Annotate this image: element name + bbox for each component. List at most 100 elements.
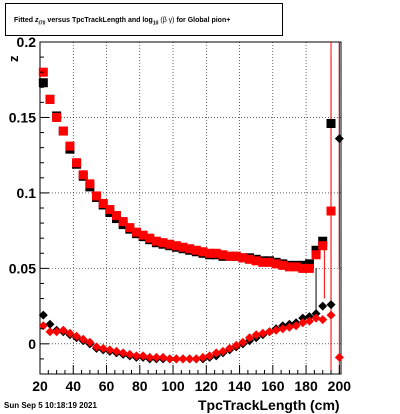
y-tick-label: 0.15 bbox=[9, 109, 36, 125]
data-point-diamond bbox=[304, 316, 314, 326]
data-point-diamond bbox=[85, 337, 95, 347]
data-point-square bbox=[211, 248, 221, 258]
data-point-square bbox=[258, 257, 268, 267]
data-point-square bbox=[165, 239, 175, 249]
data-point-diamond bbox=[38, 321, 48, 331]
data-point-square bbox=[151, 236, 161, 246]
data-point-diamond bbox=[298, 313, 308, 323]
data-point-diamond bbox=[298, 318, 308, 328]
data-point-diamond bbox=[225, 343, 235, 353]
data-point-square bbox=[85, 179, 95, 189]
data-point-square bbox=[185, 244, 195, 254]
data-point-diamond bbox=[185, 354, 195, 364]
data-point-diamond bbox=[138, 351, 148, 361]
data-point-square bbox=[58, 126, 68, 136]
data-point-square bbox=[326, 118, 336, 128]
data-point-diamond bbox=[326, 310, 336, 320]
data-point-square bbox=[278, 260, 288, 270]
data-point-diamond bbox=[334, 134, 344, 144]
data-point-square bbox=[131, 227, 141, 237]
data-point-square bbox=[205, 248, 215, 258]
data-point-square bbox=[284, 262, 294, 272]
data-point-square bbox=[191, 245, 201, 255]
y-tick-label: 0 bbox=[28, 336, 36, 352]
y-tick-label: 0.1 bbox=[17, 185, 37, 201]
title-prefix: Fitted bbox=[14, 17, 34, 24]
data-point-diamond bbox=[131, 351, 141, 361]
data-point-diamond bbox=[158, 352, 168, 362]
data-point-square bbox=[145, 233, 155, 243]
data-point-diamond bbox=[118, 348, 128, 358]
data-point-diamond bbox=[65, 328, 75, 338]
title-log-sub: 10 bbox=[152, 20, 159, 27]
data-point-diamond bbox=[38, 310, 48, 320]
data-point-diamond bbox=[72, 331, 82, 341]
x-tick-label: 80 bbox=[132, 378, 148, 394]
title-z-symbol: z bbox=[35, 17, 39, 24]
data-point-diamond bbox=[258, 328, 268, 338]
data-point-diamond bbox=[198, 352, 208, 362]
data-point-square bbox=[72, 158, 82, 168]
x-tick-label: 120 bbox=[195, 378, 219, 394]
title-beta-gamma: (β γ) bbox=[160, 17, 175, 24]
data-point-square bbox=[318, 241, 328, 251]
data-point-diamond bbox=[334, 352, 344, 362]
data-point-diamond bbox=[311, 313, 321, 323]
axis-tick-labels: 20 40 60 80 100 120 140 160 180 200 0 0.05 0.1 0.15 0.… bbox=[9, 34, 351, 394]
data-point-square bbox=[271, 259, 281, 269]
data-point-square bbox=[171, 241, 181, 251]
data-point-diamond bbox=[45, 327, 55, 337]
data-point-diamond bbox=[171, 354, 181, 364]
data-point-diamond bbox=[125, 349, 135, 359]
data-point-square bbox=[105, 205, 115, 215]
title-z-sub: I70 bbox=[38, 20, 46, 27]
data-point-diamond bbox=[304, 312, 314, 322]
data-point-square bbox=[65, 141, 75, 151]
data-point-diamond bbox=[271, 325, 281, 335]
data-point-diamond bbox=[278, 324, 288, 334]
data-point-square bbox=[231, 251, 241, 261]
data-point-square bbox=[225, 251, 235, 261]
data-point-square bbox=[245, 254, 255, 264]
data-point-square bbox=[198, 247, 208, 257]
data-point-diamond bbox=[78, 334, 88, 344]
data-point-diamond bbox=[205, 351, 215, 361]
data-point-square bbox=[178, 242, 188, 252]
data-point-square bbox=[111, 211, 121, 221]
x-axis-title: TpcTrackLength (cm) bbox=[198, 397, 340, 413]
data-point-square bbox=[304, 263, 314, 273]
data-point-square bbox=[158, 238, 168, 248]
data-point-diamond bbox=[165, 354, 175, 364]
data-point-square bbox=[311, 245, 321, 255]
data-point-square bbox=[125, 223, 135, 233]
y-axis-label: z bbox=[6, 55, 21, 62]
title-suffix: for Global pion+ bbox=[176, 17, 231, 24]
data-point-diamond bbox=[178, 354, 188, 364]
data-point-square bbox=[311, 250, 321, 260]
data-point-diamond bbox=[92, 342, 102, 352]
x-tick-label: 100 bbox=[161, 378, 185, 394]
y-axis-title: z bbox=[6, 55, 21, 62]
data-point-diamond bbox=[145, 352, 155, 362]
data-point-diamond bbox=[318, 315, 328, 325]
axis-ticks bbox=[39, 56, 340, 375]
data-point-square bbox=[45, 94, 55, 104]
data-point-square bbox=[52, 112, 62, 122]
chart-title-box: Fitted zI70 versus TpcTrackLength and lo… bbox=[5, 3, 283, 36]
data-point-square bbox=[218, 250, 228, 260]
data-markers bbox=[38, 67, 344, 364]
data-point-diamond bbox=[111, 346, 121, 356]
data-point-diamond bbox=[52, 327, 62, 337]
data-point-diamond bbox=[311, 309, 321, 319]
x-tick-label: 160 bbox=[261, 378, 285, 394]
x-tick-label: 60 bbox=[99, 378, 115, 394]
title-middle: versus TpcTrackLength and log bbox=[47, 17, 153, 24]
x-tick-label: 20 bbox=[32, 378, 48, 394]
data-point-square bbox=[118, 217, 128, 227]
data-point-square bbox=[138, 230, 148, 240]
data-point-square bbox=[251, 256, 261, 266]
data-point-diamond bbox=[211, 348, 221, 358]
data-point-square bbox=[38, 78, 48, 88]
data-point-square bbox=[98, 198, 108, 208]
